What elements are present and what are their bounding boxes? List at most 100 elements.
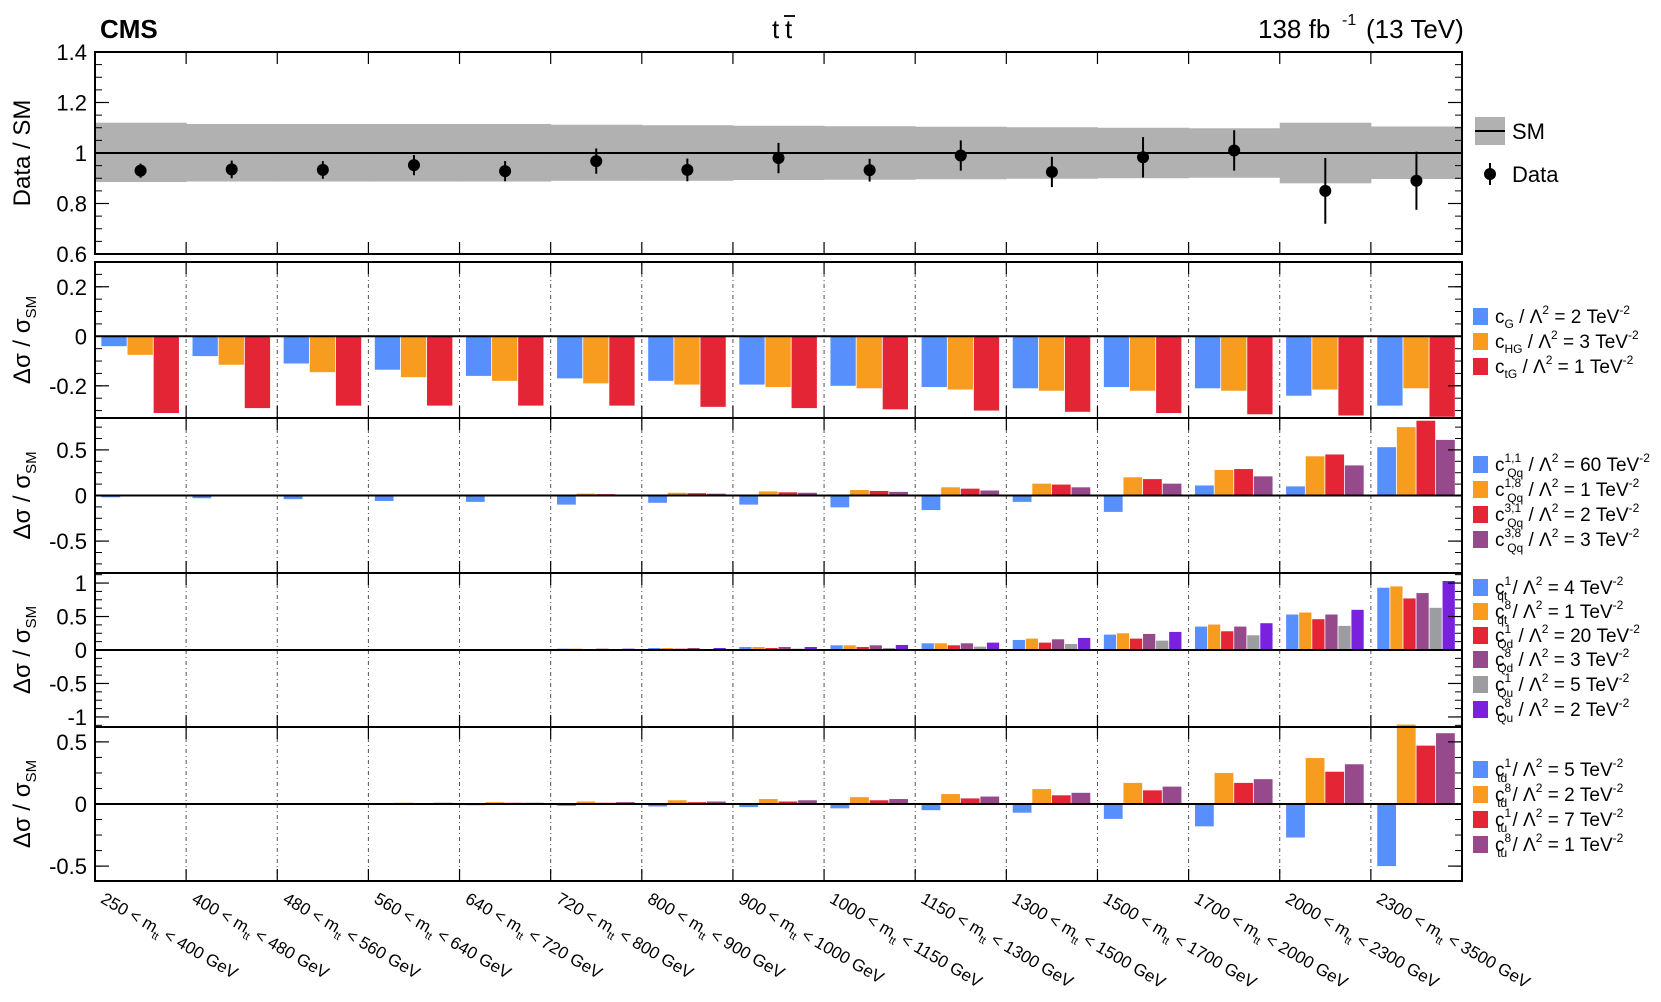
legend-sup: 1: [1505, 756, 1512, 770]
legend-sub: Qq: [1507, 516, 1523, 530]
bar-cG: [192, 336, 218, 357]
bar-ctd1: [830, 804, 850, 809]
bar-cHG: [1221, 336, 1247, 391]
bar-cHG: [127, 336, 153, 355]
bar-cHG: [1129, 336, 1156, 391]
legend-label: c8 td / Λ2 = 2 TeV-2: [1495, 781, 1624, 810]
legend-value: 4 TeV: [1564, 578, 1613, 599]
bar-ctu1: [960, 798, 980, 804]
bar-cQq18: [1396, 427, 1416, 496]
bar-ctG: [518, 336, 544, 406]
bar-ctu8: [1162, 786, 1182, 804]
legend-coef: c: [1495, 530, 1505, 551]
bar-cQq11: [648, 495, 667, 503]
legend-sub: qt: [1497, 589, 1508, 603]
bar-cqt8: [1299, 612, 1312, 650]
legend-lambda-exp: 2: [1546, 353, 1553, 367]
legend-value: 2 TeV: [1580, 505, 1629, 526]
bar-cQu1: [1064, 643, 1078, 650]
y-axis-title-sub: SM: [23, 296, 40, 319]
legend-tev-exp: -2: [1613, 806, 1624, 820]
bar-cqt1: [1103, 634, 1117, 650]
legend-rest: / Λ: [1513, 675, 1542, 696]
data-point: [863, 164, 876, 177]
bin-var-sub: tt: [696, 930, 707, 943]
bin-var-sub: tt: [977, 934, 988, 947]
bar-cQd1: [1038, 642, 1052, 650]
y-tick-label: 0.5: [56, 605, 87, 630]
bar-ctu1: [1234, 782, 1253, 804]
bar-cQd8: [1325, 614, 1338, 650]
bar-cqt8: [752, 646, 765, 650]
bar-cHG: [218, 336, 244, 365]
bar-cQd1: [765, 647, 778, 650]
legend-sm-label: SM: [1512, 119, 1545, 144]
data-point: [954, 149, 967, 162]
legend-swatch: [1473, 651, 1488, 668]
legend-lambda-exp: 2: [1536, 756, 1543, 770]
bar-cqt8: [1025, 638, 1039, 650]
legend-value: 20 TeV: [1570, 626, 1629, 647]
legend-label: c1 Qu / Λ2 = 5 TeV-2: [1495, 671, 1630, 700]
bar-cQd1: [1312, 619, 1325, 650]
bar-ctu8: [1344, 764, 1364, 804]
legend-rest: / Λ: [1513, 700, 1542, 721]
legend-sup: 1,1: [1505, 451, 1522, 465]
bar-cQd8: [687, 647, 700, 650]
legend-lambda-exp: 2: [1536, 831, 1543, 845]
bar-cQd1: [1129, 638, 1143, 650]
y-axis-title-sub: SM: [23, 451, 40, 474]
legend-label: c1,8 Qq / Λ2 = 1 TeV-2: [1495, 476, 1640, 505]
bar-cQu1: [1429, 607, 1442, 650]
bar-cG: [101, 336, 127, 347]
legend-tev-exp: -2: [1629, 501, 1640, 515]
legend-rest: / Λ: [1514, 307, 1543, 328]
bar-cqt8: [1208, 624, 1221, 650]
bar-cqt1: [1286, 614, 1299, 650]
y-tick-label: 1.4: [56, 40, 87, 65]
legend-swatch: [1473, 531, 1488, 548]
bar-ctd1: [1103, 804, 1123, 819]
legend-swatch: [1473, 308, 1488, 325]
bar-cQq18: [758, 491, 778, 496]
bin-unit: GeV: [848, 954, 888, 988]
legend-panel-3: c1 qt / Λ2 = 4 TeV-2c8 qt / Λ2 = 1 TeV-2c1…: [1473, 574, 1640, 725]
legend-sub: td: [1497, 771, 1507, 785]
bar-ctd8: [1123, 782, 1143, 804]
bar-cHG: [492, 336, 518, 381]
legend-rest: / Λ: [1523, 505, 1552, 526]
legend-value: 60 TeV: [1580, 455, 1639, 476]
bar-cqt8: [1116, 633, 1130, 650]
bin-var-sub: tt: [1160, 934, 1171, 947]
legend-eq: =: [1542, 760, 1564, 781]
y-tick-label: 0.2: [56, 275, 87, 300]
legend-sup: 8: [1505, 646, 1512, 660]
legend-value: 5 TeV: [1564, 760, 1613, 781]
legend-coef: c: [1495, 455, 1505, 476]
legend-rest: / Λ: [1507, 810, 1536, 831]
bar-cQu8: [986, 642, 1000, 650]
bar-cQq11: [739, 495, 759, 505]
legend-eq: =: [1542, 602, 1564, 623]
data-point: [1319, 184, 1332, 197]
legend-tev-exp: -2: [1623, 353, 1634, 367]
legend-eq: =: [1558, 332, 1580, 353]
y-tick-label: -0.2: [49, 374, 87, 399]
legend-rest: / Λ: [1523, 530, 1552, 551]
legend-rest: / Λ: [1513, 650, 1542, 671]
bar-ctG: [1064, 336, 1091, 412]
y-tick-label: 0.8: [56, 192, 87, 217]
legend-tev-exp: -2: [1619, 671, 1630, 685]
bin-unit: GeV: [1312, 959, 1352, 993]
x-bin-label: 400 < mtt < 480 GeV: [187, 889, 333, 987]
bar-cQq38: [980, 490, 1000, 496]
legend-sub: qt: [1497, 613, 1508, 627]
legend-eq: =: [1558, 530, 1580, 551]
bar-cG: [921, 336, 947, 388]
bar-cQu8: [1078, 637, 1091, 650]
bar-ctG: [244, 336, 271, 409]
legend-sup: 8: [1505, 781, 1512, 795]
bar-cQd1: [856, 646, 869, 650]
bar-ctG: [700, 336, 726, 407]
